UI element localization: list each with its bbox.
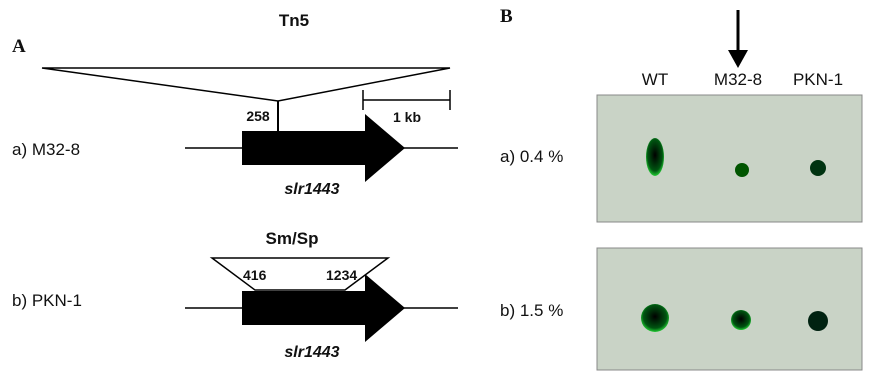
row-label: b) 1.5 % — [500, 301, 563, 320]
scale-bar — [363, 90, 450, 110]
colony — [641, 304, 669, 332]
insertion-site: 258 — [246, 108, 270, 124]
plate — [597, 95, 862, 222]
column-header: M32-8 — [714, 70, 762, 89]
column-header: WT — [642, 70, 668, 89]
gene-arrow — [242, 114, 405, 182]
strain-label: b) PKN-1 — [12, 291, 82, 310]
strain-label: a) M32-8 — [12, 140, 80, 159]
cassette-site: 416 — [243, 267, 267, 283]
row-label: a) 0.4 % — [500, 147, 563, 166]
colony — [808, 311, 828, 331]
panel-label: A — [12, 36, 26, 57]
scale-label: 1 kb — [393, 109, 421, 125]
plate — [597, 248, 862, 370]
cassette-trapezoid — [212, 258, 388, 290]
colony — [646, 138, 664, 176]
arrow-head — [728, 50, 748, 68]
cassette-label: Sm/Sp — [266, 229, 319, 248]
cassette-site: 1234 — [326, 267, 357, 283]
colony — [810, 160, 826, 176]
colony — [731, 310, 751, 330]
transposon-triangle — [42, 68, 450, 101]
panel-label: B — [500, 6, 513, 27]
transposon-label: Tn5 — [279, 11, 309, 30]
gene-label: slr1443 — [284, 181, 339, 198]
column-header: PKN-1 — [793, 70, 843, 89]
gene-label: slr1443 — [284, 344, 339, 361]
colony — [735, 163, 749, 177]
figure: A Tn5 258 1 kb a) M32-8 slr1443 Sm/Sp b)… — [0, 0, 870, 376]
